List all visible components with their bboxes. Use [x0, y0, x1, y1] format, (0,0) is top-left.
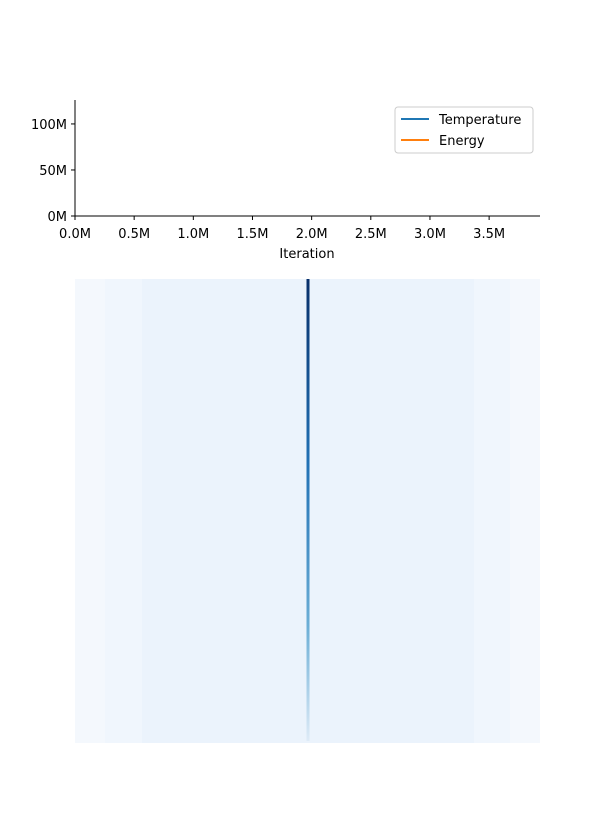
x-tick-label: 3.5M	[473, 227, 505, 242]
x-tick-label: 2.0M	[296, 227, 328, 242]
legend-box	[394, 106, 534, 154]
legend-label: Temperature	[438, 113, 521, 128]
y-tick-label: 0M	[48, 210, 68, 225]
heatmap-peak	[306, 279, 310, 741]
x-axis-label: Iteration	[279, 247, 334, 262]
x-tick-label: 3.0M	[414, 227, 446, 242]
heatmap-image	[75, 279, 540, 743]
x-tick-label: 1.5M	[237, 227, 269, 242]
legend-label: Energy	[439, 134, 485, 149]
x-tick-label: 1.0M	[177, 227, 209, 242]
y-tick-label: 50M	[39, 164, 67, 179]
x-tick-label: 0.5M	[118, 227, 150, 242]
x-tick-label: 0.0M	[59, 227, 91, 242]
y-tick-label: 100M	[31, 118, 67, 133]
x-tick-label: 2.5M	[355, 227, 387, 242]
